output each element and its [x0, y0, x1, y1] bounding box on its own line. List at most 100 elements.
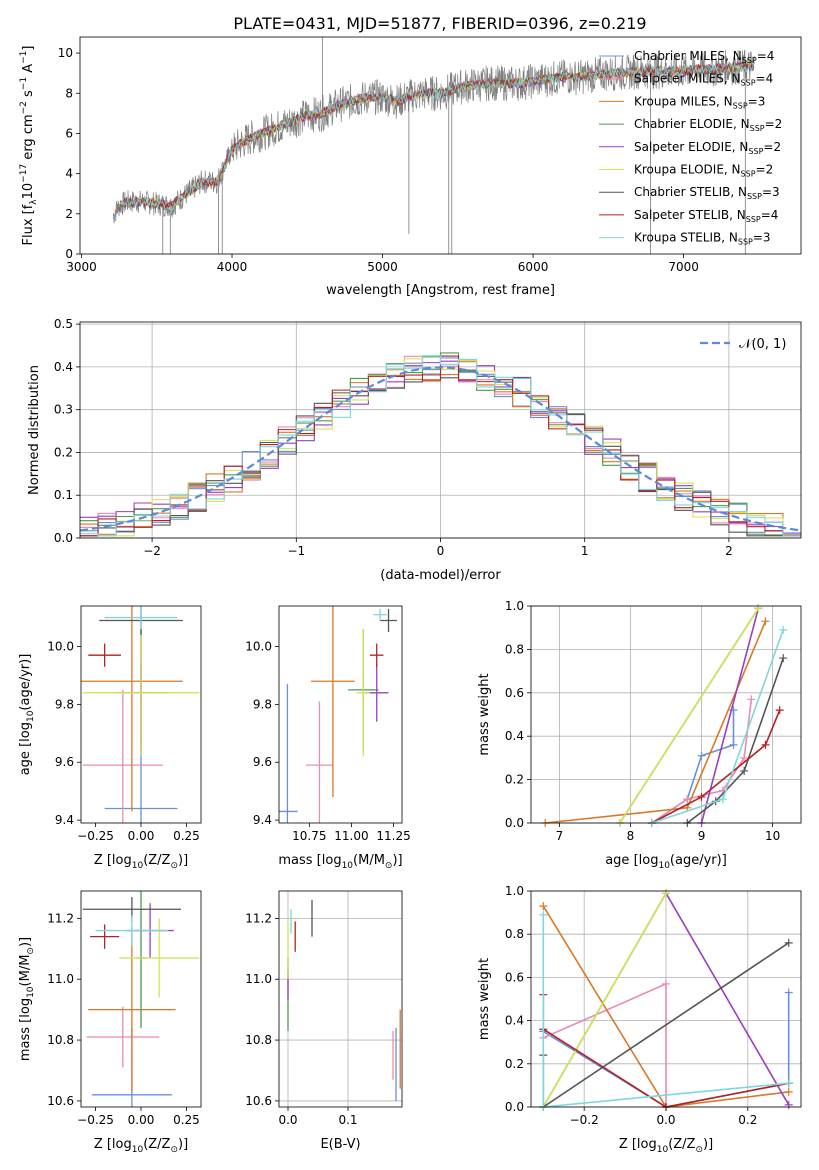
mw-vs-age-frame [530, 605, 802, 824]
point-marker [761, 617, 770, 626]
mw-vs-Z-axes: −0.2 0.0 0.2 0.0 0.2 0.4 0.6 0.8 1.0 [505, 884, 801, 1127]
x-tick-label: 3000 [66, 260, 97, 274]
mw-vs-Z-frame [530, 890, 802, 1108]
mw-vs-age-marks [541, 604, 788, 827]
y-tick-label: 0.8 [505, 927, 524, 941]
point-marker [662, 979, 670, 988]
residuals-frame [79, 321, 802, 539]
residuals-xlabel: (data-model)/error [380, 568, 501, 583]
legend-label: Salpeter STELIB, NSSP=4 [634, 208, 778, 224]
point-marker [662, 889, 670, 898]
axis-label: E(B-V) [320, 1137, 360, 1152]
y-tick-label: 9.4 [55, 813, 74, 827]
legend-label: Salpeter MILES, NSSP=4 [634, 72, 773, 88]
y-tick-label: 0.0 [505, 816, 524, 830]
point-marker [683, 795, 692, 804]
mass-weight-line [700, 607, 760, 824]
spectrum-lines [112, 37, 755, 254]
point-marker [697, 751, 706, 760]
y-tick-label: 0.4 [505, 729, 524, 743]
point-marker [761, 740, 770, 749]
point-marker [747, 695, 756, 704]
x-tick-label: 9 [698, 829, 706, 843]
point-marker [779, 654, 788, 663]
histogram-step [80, 358, 801, 537]
x-tick-label: −0.25 [77, 1113, 114, 1127]
x-tick-label: −0.2 [570, 1113, 599, 1127]
y-tick-label: 1.0 [505, 599, 524, 613]
point-marker [539, 910, 548, 919]
histogram-lines [80, 352, 801, 537]
x-tick-label: 0 [437, 544, 445, 558]
point-marker [784, 1100, 793, 1109]
mass-vs-Z-axes: −0.25 0.00 0.25 10.6 10.8 11.0 11.2 [47, 911, 200, 1127]
y-tick-label: 11.2 [245, 911, 272, 925]
mass-weight-line [651, 629, 784, 824]
point-marker [754, 604, 763, 613]
mass-vs-EBV-frame [278, 890, 403, 1108]
y-tick-label: 11.0 [245, 972, 272, 986]
point-marker [775, 706, 784, 715]
spectrum-xlabel: wavelength [Angstrom, rest frame] [326, 283, 555, 298]
y-tick-label: 0.6 [505, 970, 524, 984]
axis-label: Z [log10​(Z/Z⊙​)] [94, 853, 188, 871]
x-tick-label: −0.25 [77, 829, 114, 843]
mass-weight-line [545, 620, 767, 824]
y-tick-label: 8 [65, 86, 73, 100]
y-tick-label: 0.2 [505, 1057, 524, 1071]
legend-label: Chabrier STELIB, NSSP=3 [634, 185, 780, 201]
age-vs-Z-marks [81, 606, 200, 823]
y-tick-label: 0.4 [54, 360, 73, 374]
y-tick-label: 10.8 [245, 1033, 272, 1047]
y-tick-label: 10.0 [245, 640, 272, 654]
y-tick-label: 0 [65, 247, 73, 261]
y-tick-label: 0.0 [54, 531, 73, 545]
point-marker [697, 792, 706, 801]
x-tick-label: 10.75 [292, 829, 326, 843]
legend-label: Chabrier ELODIE, NSSP=2 [634, 117, 782, 133]
age-vs-mass-axes: 10.75 11.00 11.25 9.4 9.6 9.8 10.0 [245, 640, 410, 843]
data-spectrum [112, 49, 755, 224]
y-tick-label: 1.0 [505, 884, 524, 898]
y-tick-label: 10.6 [47, 1094, 74, 1108]
x-tick-label: 0.0 [278, 1113, 297, 1127]
mw-vs-age-axes: 7 8 9 10 0.0 0.2 0.4 0.6 0.8 1.0 [505, 599, 801, 843]
figure-title: PLATE=0431, MJD=51877, FIBERID=0396, z=0… [233, 14, 646, 33]
y-tick-label: 9.8 [55, 697, 74, 711]
y-tick-label: 9.6 [253, 755, 272, 769]
point-marker [718, 795, 727, 804]
model-fit-line [121, 61, 755, 211]
gaussian-curve [80, 366, 801, 532]
legend-label: Salpeter ELODIE, NSSP=2 [634, 140, 781, 156]
histogram-step [80, 369, 801, 537]
age-vs-Z-axes: −0.25 0.00 0.25 9.4 9.6 9.8 10.0 [47, 640, 200, 843]
x-tick-label: 1 [581, 544, 589, 558]
y-tick-label: 0.8 [505, 642, 524, 656]
point-marker [539, 902, 548, 911]
axis-label: Z [log10​(Z/Z⊙​)] [94, 1137, 188, 1155]
point-marker [740, 753, 749, 762]
x-tick-label: 11.25 [376, 829, 410, 843]
mw-vs-Z-ylabel: mass weight [477, 958, 492, 1040]
mass-vs-Z-marks [82, 891, 200, 1107]
x-tick-label: 0.0 [656, 1113, 675, 1127]
y-tick-label: 0.3 [54, 403, 73, 417]
y-tick-label: 0.2 [54, 445, 73, 459]
point-marker [784, 938, 793, 947]
mass-vs-EBV-marks [287, 900, 401, 1101]
y-tick-label: 0.0 [505, 1100, 524, 1114]
point-marker [740, 766, 749, 775]
y-tick-label: 11.2 [47, 911, 74, 925]
gauss-legend-label: 𝒩(0, 1) [739, 337, 786, 352]
legend-label: Kroupa STELIB, NSSP=3 [634, 231, 771, 247]
point-marker [784, 988, 793, 997]
point-marker [784, 1087, 793, 1096]
axis-label: age [log10​(age/yr)] [605, 853, 727, 871]
spectrum-axes: 3000 4000 5000 6000 7000 0 2 4 6 8 10 [58, 46, 699, 274]
x-tick-label: 0.1 [338, 1113, 357, 1127]
axis-label: Flux [fλ​10−17​ erg cm−2​ s−1​ A−1​] [19, 46, 39, 246]
point-marker [729, 740, 738, 749]
x-tick-label: 4000 [217, 260, 248, 274]
mass-vs-Z-frame [80, 890, 202, 1108]
x-tick-label: 0.00 [128, 1113, 155, 1127]
